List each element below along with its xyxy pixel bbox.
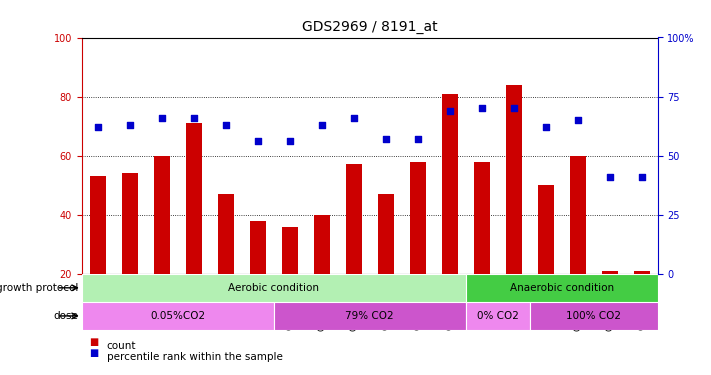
- Point: [636, 174, 648, 180]
- Bar: [218, 194, 234, 274]
- Text: growth protocol: growth protocol: [0, 283, 78, 293]
- Bar: [474, 162, 490, 274]
- Point: [476, 105, 488, 111]
- Bar: [250, 220, 266, 274]
- Point: [124, 122, 135, 128]
- Bar: [634, 271, 650, 274]
- Bar: [82, 274, 466, 302]
- Point: [156, 115, 168, 121]
- Point: [220, 122, 232, 128]
- Point: [604, 174, 616, 180]
- Text: dose: dose: [53, 311, 78, 321]
- Text: ■: ■: [89, 337, 98, 347]
- Bar: [378, 194, 394, 274]
- Point: [412, 136, 424, 142]
- Bar: [466, 302, 530, 330]
- Text: GDS2969 / 8191_at: GDS2969 / 8191_at: [302, 20, 437, 34]
- Point: [508, 105, 520, 111]
- Bar: [530, 302, 658, 330]
- Point: [540, 124, 552, 130]
- Bar: [186, 123, 202, 274]
- Bar: [346, 165, 362, 274]
- Bar: [314, 214, 330, 274]
- Point: [188, 115, 199, 121]
- Bar: [274, 302, 466, 330]
- Point: [92, 124, 104, 130]
- Bar: [538, 185, 554, 274]
- Bar: [154, 156, 170, 274]
- Text: Aerobic condition: Aerobic condition: [228, 283, 319, 293]
- Point: [348, 115, 360, 121]
- Bar: [410, 162, 426, 274]
- Point: [572, 117, 584, 123]
- Point: [284, 138, 296, 144]
- Text: count: count: [107, 341, 136, 351]
- Bar: [282, 226, 298, 274]
- Point: [316, 122, 327, 128]
- Text: 100% CO2: 100% CO2: [566, 311, 621, 321]
- Bar: [570, 156, 586, 274]
- Point: [380, 136, 392, 142]
- Text: percentile rank within the sample: percentile rank within the sample: [107, 352, 282, 362]
- Text: Anaerobic condition: Anaerobic condition: [510, 283, 614, 293]
- Bar: [90, 176, 106, 274]
- Point: [444, 108, 456, 114]
- Text: 0% CO2: 0% CO2: [477, 311, 518, 321]
- Text: 79% CO2: 79% CO2: [346, 311, 394, 321]
- Bar: [122, 173, 138, 274]
- Bar: [466, 274, 658, 302]
- Bar: [82, 302, 274, 330]
- Bar: [602, 271, 618, 274]
- Text: ■: ■: [89, 348, 98, 358]
- Point: [252, 138, 264, 144]
- Bar: [442, 94, 458, 274]
- Bar: [506, 85, 522, 274]
- Text: 0.05%CO2: 0.05%CO2: [150, 311, 205, 321]
